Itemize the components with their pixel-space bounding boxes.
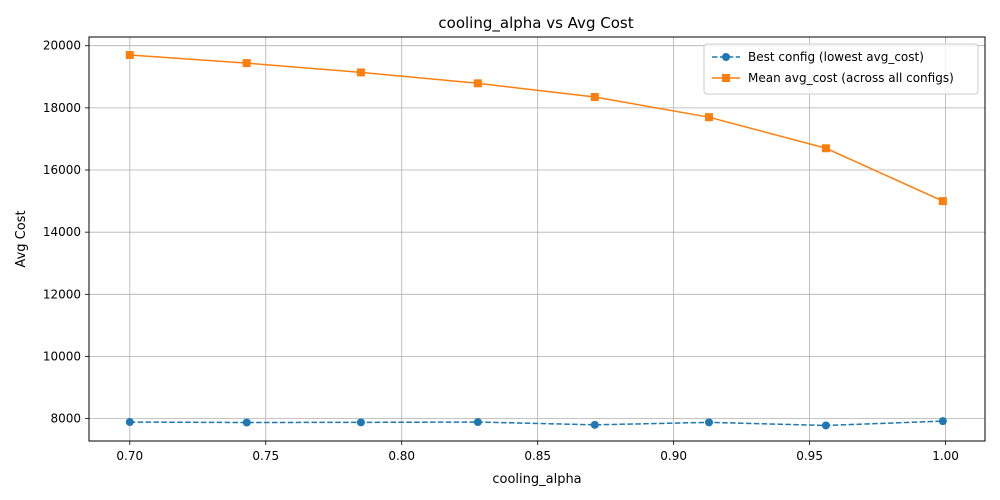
legend: Best config (lowest avg_cost) Mean avg_co…	[703, 43, 979, 95]
x-axis-ticks: 0.70 0.75 0.80 0.85 0.90 0.95 1.00	[116, 441, 959, 463]
chart-title: cooling_alpha vs Avg Cost	[438, 14, 633, 33]
y-tick-label: 12000	[43, 287, 81, 301]
series-1-point	[473, 418, 482, 427]
y-tick-label: 20000	[43, 39, 81, 53]
series-2-point	[590, 92, 599, 101]
grid	[89, 37, 985, 441]
series-1	[125, 417, 947, 430]
series-2-point	[356, 68, 365, 77]
x-axis-label: cooling_alpha	[492, 472, 581, 487]
series-group	[125, 51, 947, 430]
legend-label: Best config (lowest avg_cost)	[748, 50, 924, 64]
series-2-point	[242, 59, 251, 68]
series-2-point	[473, 79, 482, 88]
y-tick-label: 18000	[43, 101, 81, 115]
legend-entry-2: Mean avg_cost (across all configs)	[712, 71, 954, 85]
series-1-point	[125, 418, 134, 427]
series-1-point	[821, 421, 830, 430]
legend-label: Mean avg_cost (across all configs)	[748, 71, 954, 85]
series-2-point	[821, 144, 830, 153]
series-1-point	[590, 420, 599, 429]
y-tick-label: 14000	[43, 225, 81, 239]
x-tick-label: 0.85	[524, 449, 551, 463]
legend-marker	[722, 74, 730, 82]
series-1-point	[242, 418, 251, 427]
series-2-point	[125, 51, 134, 60]
series-2-line	[129, 54, 944, 202]
y-tick-label: 10000	[43, 349, 81, 363]
series-1-point	[704, 418, 713, 427]
series-1-point	[356, 418, 365, 427]
legend-marker	[722, 53, 730, 61]
x-tick-label: 0.80	[388, 449, 415, 463]
x-tick-label: 0.95	[796, 449, 823, 463]
series-2	[125, 51, 947, 206]
legend-frame	[703, 43, 979, 95]
series-1-line	[129, 420, 943, 427]
y-axis-ticks: 8000 10000 12000 14000 16000 18000 20000	[43, 39, 89, 426]
y-tick-label: 8000	[50, 412, 81, 426]
x-tick-label: 0.90	[660, 449, 687, 463]
x-tick-label: 1.00	[932, 449, 959, 463]
legend-entry-1: Best config (lowest avg_cost)	[712, 50, 924, 64]
series-2-point	[938, 197, 947, 206]
y-axis-label: Avg Cost	[14, 210, 29, 267]
y-tick-label: 16000	[43, 163, 81, 177]
plot-frame	[88, 36, 986, 442]
series-1-point	[938, 417, 947, 426]
x-tick-label: 0.75	[252, 449, 279, 463]
x-tick-label: 0.70	[116, 449, 143, 463]
series-2-point	[704, 113, 713, 122]
